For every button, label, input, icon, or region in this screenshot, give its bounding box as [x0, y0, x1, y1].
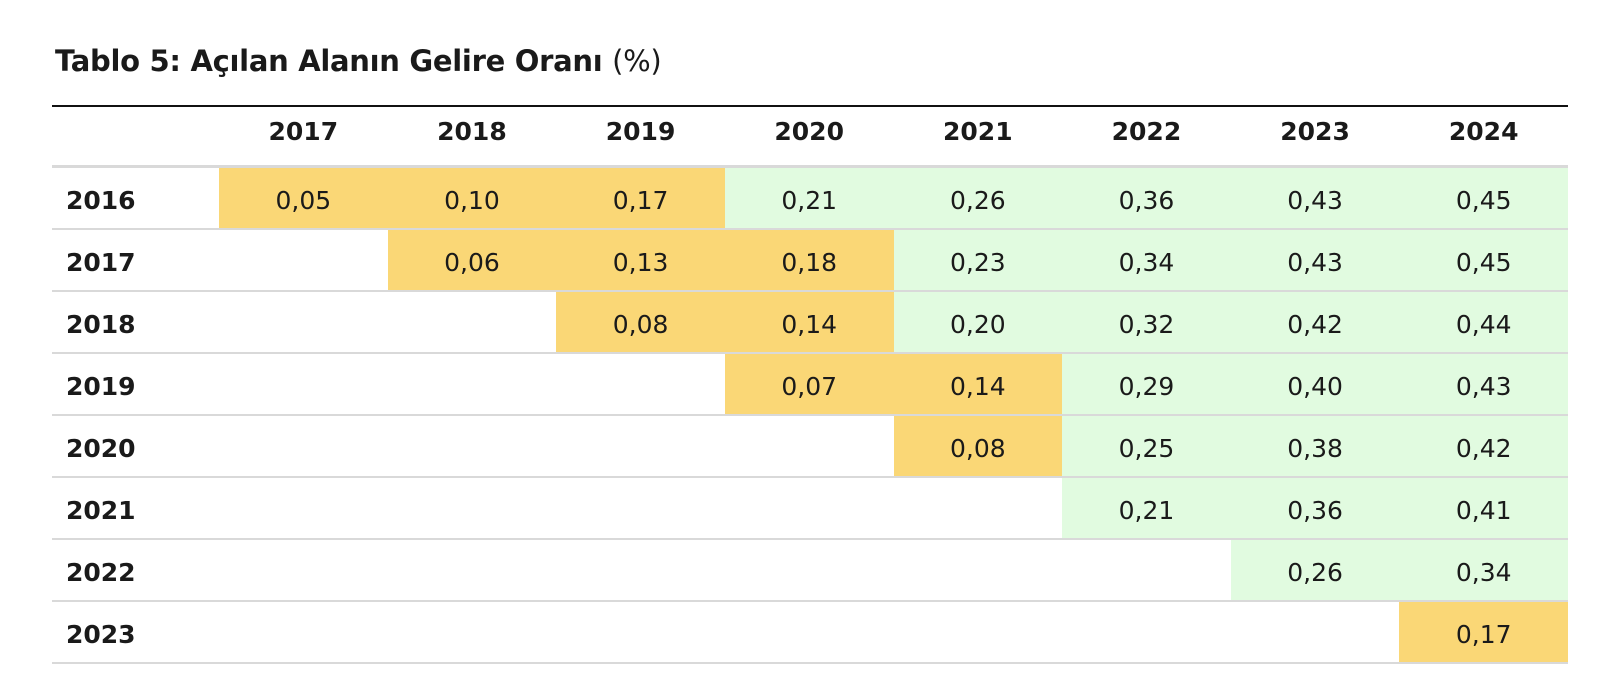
table-cell-2018-2022: 0,32 — [1062, 292, 1231, 352]
table-cell-2019-2017 — [219, 354, 388, 414]
header-corner-cell — [52, 107, 219, 165]
row-label: 2017 — [66, 248, 136, 277]
table-cell-2022-2020 — [725, 540, 894, 600]
column-header-2020: 2020 — [774, 117, 844, 146]
table-cell-2023-2019 — [556, 602, 725, 662]
table-cell-2020-2020 — [725, 416, 894, 476]
table-cell-2023-2018 — [388, 602, 557, 662]
table-cell-2019-2024: 0,43 — [1399, 354, 1568, 414]
table-cell-2018-2024: 0,44 — [1399, 292, 1568, 352]
table-cell-2016-2024: 0,45 — [1399, 168, 1568, 228]
column-header-2018: 2018 — [437, 117, 507, 146]
table-cell-2016-2017: 0,05 — [219, 168, 388, 228]
table-cell-2020-2018 — [388, 416, 557, 476]
table-cell-2019-2018 — [388, 354, 557, 414]
table-cell-2023-2022 — [1062, 602, 1231, 662]
table-cell-2017-2018: 0,06 — [387, 230, 557, 290]
column-header-2017: 2017 — [268, 117, 339, 146]
table-cell-2021-2021 — [894, 478, 1063, 538]
column-header-2022: 2022 — [1111, 117, 1182, 146]
table-cell-2020-2021: 0,08 — [893, 416, 1063, 476]
table-cell-2020-2017 — [219, 416, 388, 476]
table-cell-2021-2017 — [219, 478, 388, 538]
row-label: 2018 — [66, 310, 136, 339]
table-cell-2016-2022: 0,36 — [1062, 168, 1231, 228]
row-label: 2021 — [66, 496, 136, 525]
table-cell-2023-2024: 0,17 — [1399, 602, 1568, 662]
column-header-2023: 2023 — [1280, 117, 1350, 146]
table-cell-2023-2017 — [219, 602, 388, 662]
title-text: Tablo 5: Açılan Alanın Gelire Oranı — [55, 44, 603, 78]
table-cell-2017-2019: 0,13 — [556, 230, 725, 290]
table-cell-2023-2023 — [1231, 602, 1400, 662]
table-cell-2022-2017 — [219, 540, 388, 600]
row-label: 2023 — [66, 620, 136, 649]
table-cell-2016-2018: 0,10 — [387, 168, 557, 228]
title-unit: (%) — [612, 44, 662, 78]
table-cell-2022-2018 — [388, 540, 557, 600]
table-row-2020: 2020 0,08 0,25 0,38 0,42 — [52, 416, 1568, 478]
column-header-2021: 2021 — [943, 117, 1013, 146]
table-row-2023: 2023 0,17 — [52, 602, 1568, 664]
table-row-2022: 2022 0,26 0,34 — [52, 540, 1568, 602]
table-cell-2018-2023: 0,42 — [1230, 292, 1400, 352]
table-cell-2016-2023: 0,43 — [1230, 168, 1400, 228]
ratio-table: 2017 2018 2019 2020 2021 2022 2023 2024 2016 0,0… — [52, 105, 1568, 664]
table-cell-2016-2021: 0,26 — [893, 168, 1063, 228]
table-cell-2019-2022: 0,29 — [1062, 354, 1231, 414]
table-cell-2017-2017 — [219, 230, 388, 290]
table-cell-2016-2019: 0,17 — [556, 168, 725, 228]
table-body: 2016 0,05 0,10 0,17 0,21 0,26 0,36 0,43 0,45 2017… — [52, 168, 1568, 664]
table-row-2019: 2019 0,07 0,14 0,29 0,40 0,43 — [52, 354, 1568, 416]
row-label: 2019 — [66, 372, 136, 401]
row-label: 2016 — [66, 186, 136, 215]
table-row-2021: 2021 0,21 0,36 0,41 — [52, 478, 1568, 540]
table-cell-2019-2019 — [556, 354, 725, 414]
table-row-2016: 2016 0,05 0,10 0,17 0,21 0,26 0,36 0,43 0,45 — [52, 168, 1568, 230]
table-cell-2021-2018 — [388, 478, 557, 538]
table-cell-2021-2024: 0,41 — [1399, 478, 1568, 538]
table-cell-2017-2024: 0,45 — [1399, 230, 1568, 290]
table-cell-2022-2022 — [1062, 540, 1231, 600]
table-cell-2022-2023: 0,26 — [1230, 540, 1400, 600]
table-cell-2017-2022: 0,34 — [1062, 230, 1231, 290]
table-title: Tablo 5: Açılan Alanın Gelire Oranı (%) — [55, 44, 662, 78]
table-cell-2019-2020: 0,07 — [724, 354, 894, 414]
table-cell-2023-2020 — [725, 602, 894, 662]
table-cell-2018-2017 — [219, 292, 388, 352]
table-cell-2018-2018 — [388, 292, 557, 352]
table-cell-2017-2020: 0,18 — [724, 230, 894, 290]
row-label: 2020 — [66, 434, 136, 463]
table-cell-2023-2021 — [894, 602, 1063, 662]
table-cell-2019-2021: 0,14 — [893, 354, 1063, 414]
table-cell-2017-2023: 0,43 — [1230, 230, 1400, 290]
table-cell-2020-2022: 0,25 — [1062, 416, 1231, 476]
table-cell-2016-2020: 0,21 — [724, 168, 894, 228]
table-cell-2017-2021: 0,23 — [893, 230, 1063, 290]
row-label: 2022 — [66, 558, 136, 587]
table-cell-2021-2022: 0,21 — [1062, 478, 1231, 538]
table-cell-2021-2020 — [725, 478, 894, 538]
table-cell-2022-2021 — [894, 540, 1063, 600]
table-cell-2022-2019 — [556, 540, 725, 600]
table-cell-2021-2023: 0,36 — [1230, 478, 1400, 538]
table-cell-2020-2024: 0,42 — [1399, 416, 1568, 476]
column-header-2024: 2024 — [1448, 117, 1519, 146]
table-cell-2018-2019: 0,08 — [556, 292, 725, 352]
table-cell-2018-2020: 0,14 — [724, 292, 894, 352]
table-row-2017: 2017 0,06 0,13 0,18 0,23 0,34 0,43 0,45 — [52, 230, 1568, 292]
table-cell-2022-2024: 0,34 — [1399, 540, 1568, 600]
table-cell-2020-2023: 0,38 — [1230, 416, 1400, 476]
table-cell-2019-2023: 0,40 — [1230, 354, 1400, 414]
table-row-2018: 2018 0,08 0,14 0,20 0,32 0,42 0,44 — [52, 292, 1568, 354]
table-header-row: 2017 2018 2019 2020 2021 2022 2023 2024 — [52, 105, 1568, 168]
table-cell-2018-2021: 0,20 — [893, 292, 1063, 352]
table-cell-2021-2019 — [556, 478, 725, 538]
column-header-2019: 2019 — [605, 117, 676, 146]
table-cell-2020-2019 — [556, 416, 725, 476]
